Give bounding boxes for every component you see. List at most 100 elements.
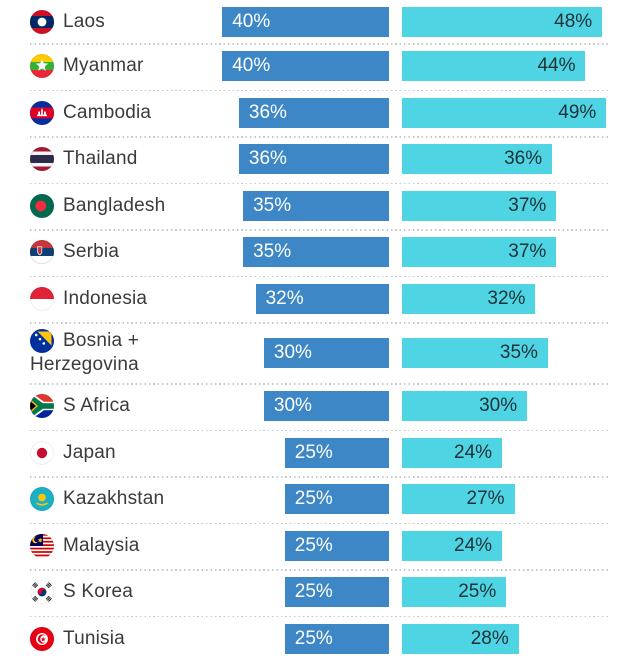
chart-row: Japan 25% 24% <box>0 430 640 477</box>
country-label: Bangladesh <box>30 194 226 218</box>
indonesia-flag-icon <box>30 287 54 311</box>
thailand-flag-icon <box>30 147 54 171</box>
bar-value-label: 27% <box>467 488 505 510</box>
left-blue-bar: 25% <box>285 531 389 561</box>
country-name: Thailand <box>63 148 137 169</box>
bar-value-label: 25% <box>295 581 333 603</box>
row-divider <box>30 569 609 571</box>
tunisia-flag-icon <box>30 627 54 651</box>
row-divider <box>30 136 609 138</box>
myanmar-flag-icon <box>30 54 54 78</box>
chart-row: Thailand 36% 36% <box>0 136 640 183</box>
country-name: Cambodia <box>63 102 151 123</box>
right-cyan-bar: 24% <box>402 531 502 561</box>
right-cyan-bar: 37% <box>402 237 556 267</box>
bar-value-label: 35% <box>253 195 291 217</box>
left-blue-bar: 35% <box>243 237 389 267</box>
bar-value-label: 32% <box>266 288 304 310</box>
bar-value-label: 25% <box>295 488 333 510</box>
bar-value-label: 24% <box>454 442 492 464</box>
bangladesh-flag-icon <box>30 194 54 218</box>
bar-value-label: 37% <box>508 195 546 217</box>
bar-value-label: 25% <box>295 628 333 650</box>
bar-value-label: 30% <box>274 342 312 364</box>
s-korea-flag-icon <box>30 580 54 604</box>
country-name: Serbia <box>63 241 119 262</box>
right-cyan-bar: 30% <box>402 391 527 421</box>
row-divider <box>30 183 609 185</box>
bosnia-flag-icon <box>30 328 54 352</box>
bar-value-label: 25% <box>295 535 333 557</box>
country-name: Myanmar <box>63 55 144 76</box>
bar-value-label: 32% <box>487 288 525 310</box>
country-name: Indonesia <box>63 288 147 309</box>
left-blue-bar: 30% <box>264 391 389 421</box>
left-blue-bar: 25% <box>285 624 389 654</box>
row-divider <box>30 90 609 92</box>
left-blue-bar: 25% <box>285 484 389 514</box>
left-blue-bar: 36% <box>239 144 389 174</box>
bar-value-label: 25% <box>295 442 333 464</box>
laos-flag-icon <box>30 9 54 33</box>
country-name: S Africa <box>63 395 130 416</box>
left-blue-bar: 32% <box>256 284 389 314</box>
row-divider <box>30 383 609 385</box>
chart-row: Laos 40% 48% <box>0 0 640 43</box>
country-label: Tunisia <box>30 627 226 651</box>
bar-value-label: 40% <box>232 55 270 77</box>
country-name: S Korea <box>63 581 133 602</box>
left-blue-bar: 40% <box>222 7 389 37</box>
bar-value-label: 36% <box>504 148 542 170</box>
row-divider <box>30 322 609 324</box>
chart-row: Malaysia 25% 24% <box>0 523 640 570</box>
row-divider <box>30 43 609 45</box>
country-label: Laos <box>30 9 226 33</box>
country-label: Kazakhstan <box>30 487 226 511</box>
row-divider <box>30 276 609 278</box>
chart-row: Serbia 35% 37% <box>0 229 640 276</box>
row-divider <box>30 430 609 432</box>
bar-value-label: 28% <box>471 628 509 650</box>
country-label: Thailand <box>30 147 226 171</box>
left-blue-bar: 35% <box>243 191 389 221</box>
malaysia-flag-icon <box>30 534 54 558</box>
bar-value-label: 36% <box>249 148 287 170</box>
country-name: Kazakhstan <box>63 488 164 509</box>
country-name: Malaysia <box>63 535 140 556</box>
country-label: S Korea <box>30 580 226 604</box>
right-cyan-bar: 32% <box>402 284 535 314</box>
right-cyan-bar: 48% <box>402 7 602 37</box>
right-cyan-bar: 28% <box>402 624 519 654</box>
left-blue-bar: 36% <box>239 98 389 128</box>
chart-row: Bangladesh 35% 37% <box>0 183 640 230</box>
left-blue-bar: 25% <box>285 577 389 607</box>
chart-row: Kazakhstan 25% 27% <box>0 476 640 523</box>
country-name: Japan <box>63 442 116 463</box>
chart-row: Cambodia 36% 49% <box>0 90 640 137</box>
kazakhstan-flag-icon <box>30 487 54 511</box>
row-divider <box>30 616 609 618</box>
row-divider <box>30 523 609 525</box>
country-label: Malaysia <box>30 534 226 558</box>
left-blue-bar: 30% <box>264 338 389 368</box>
left-blue-bar: 40% <box>222 51 389 81</box>
right-cyan-bar: 37% <box>402 191 556 221</box>
country-name: Bangladesh <box>63 195 165 216</box>
country-label: S Africa <box>30 394 226 418</box>
country-label: Indonesia <box>30 287 226 311</box>
bar-value-label: 49% <box>558 102 596 124</box>
country-name: Laos <box>63 10 105 31</box>
s-africa-flag-icon <box>30 394 54 418</box>
bar-value-label: 30% <box>274 395 312 417</box>
country-label: Cambodia <box>30 101 226 125</box>
row-divider <box>30 476 609 478</box>
bar-value-label: 40% <box>232 11 270 33</box>
right-cyan-bar: 24% <box>402 438 502 468</box>
japan-flag-icon <box>30 441 54 465</box>
bar-value-label: 48% <box>554 11 592 33</box>
chart-row: S Africa 30% 30% <box>0 383 640 430</box>
right-cyan-bar: 27% <box>402 484 515 514</box>
